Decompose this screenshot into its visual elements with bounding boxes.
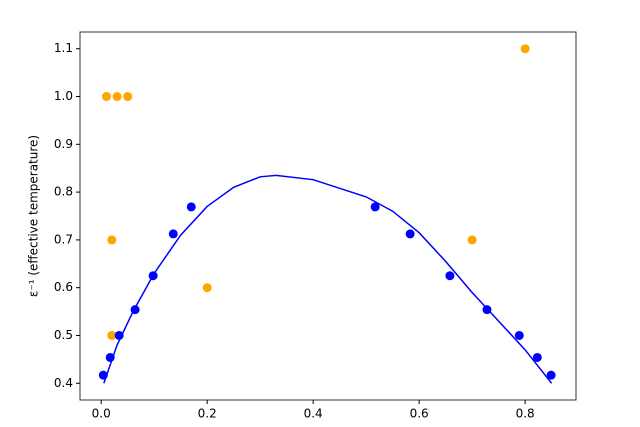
point: [532, 352, 542, 362]
point: [467, 235, 477, 245]
point: [202, 283, 212, 293]
point: [101, 92, 111, 102]
y-tick-label: 1.0: [54, 89, 73, 103]
plot-frame: [79, 31, 577, 401]
point: [123, 92, 133, 102]
point: [405, 229, 415, 239]
curve: [103, 174, 553, 384]
x-tick-label: 0.6: [410, 407, 429, 421]
point: [107, 330, 117, 340]
x-tick-label: 0.8: [516, 407, 535, 421]
y-tick-label: 0.6: [54, 280, 73, 294]
point: [445, 271, 455, 281]
point: [114, 330, 124, 340]
y-axis-label: ε⁻¹ (effective temperature): [27, 135, 41, 297]
point: [168, 229, 178, 239]
y-tick-label: 0.4: [54, 376, 73, 390]
point: [112, 92, 122, 102]
x-tick-label: 0.2: [198, 407, 217, 421]
x-tick-label: 0.4: [304, 407, 323, 421]
y-tick-label: 0.8: [54, 185, 73, 199]
y-tick-label: 0.5: [54, 328, 73, 342]
y-tick-label: 1.1: [54, 41, 73, 55]
point: [520, 44, 530, 54]
y-tick-label: 0.9: [54, 137, 73, 151]
point: [514, 330, 524, 340]
point: [107, 235, 117, 245]
y-tick-label: 0.7: [54, 232, 73, 246]
point: [370, 202, 380, 212]
point: [186, 202, 196, 212]
x-tick-label: 0.0: [92, 407, 111, 421]
point: [546, 370, 556, 380]
